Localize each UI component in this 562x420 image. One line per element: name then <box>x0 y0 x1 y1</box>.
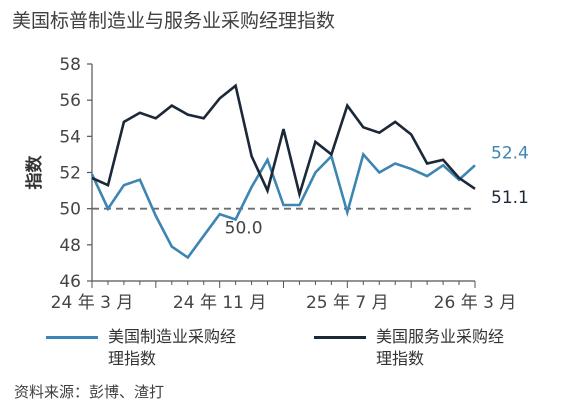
y-axis-label: 指数 <box>24 155 45 190</box>
y-tick-label-5: 56 <box>59 91 81 111</box>
series-line-1 <box>91 83 476 200</box>
legend-swatch-manufacturing <box>46 336 98 339</box>
y-tick-label-4: 54 <box>59 127 81 147</box>
series-line-0 <box>90 151 476 260</box>
legend-item-services: 美国服务业采购经理指数 <box>314 326 508 370</box>
y-tick-label-2: 50 <box>59 200 81 220</box>
legend-label-manufacturing: 美国制造业采购经理指数 <box>108 327 237 368</box>
y-tick-label-0: 46 <box>59 272 81 292</box>
x-axis-ticks: 24 年 3 月 24 年 11 月 25 年 7 月 26 年 3 月 <box>51 281 517 313</box>
x-tick-label-1: 24 年 11 月 <box>173 293 266 313</box>
y-axis-ticks: 46 48 50 52 54 56 58 <box>59 55 92 292</box>
x-tick-label-3: 26 年 3 月 <box>434 293 517 313</box>
y-tick-label-3: 52 <box>59 164 81 184</box>
legend-label-services: 美国服务业采购经理指数 <box>376 327 505 368</box>
y-tick-label-6: 58 <box>59 55 81 75</box>
x-tick-label-0: 24 年 3 月 <box>51 293 134 313</box>
chart-title: 美国标普制造业与服务业采购经理指数 <box>12 10 336 32</box>
reference-line-label: 50.0 <box>225 219 263 239</box>
source-note: 资料来源：彭博、渣打 <box>14 383 165 401</box>
y-tick-label-1: 48 <box>59 236 81 256</box>
legend-swatch-services <box>314 336 366 339</box>
x-tick-label-2: 25 年 7 月 <box>306 293 389 313</box>
legend-item-manufacturing: 美国制造业采购经理指数 <box>46 326 240 370</box>
chart-canvas: 46 48 50 52 54 56 58 24 年 3 月 24 年 11 月 25 年 7 月… <box>24 55 529 313</box>
series-end-label-0: 52.4 <box>491 143 529 163</box>
series-end-label-1: 51.1 <box>491 188 529 208</box>
series-layer: 52.4 51.1 <box>90 83 529 260</box>
